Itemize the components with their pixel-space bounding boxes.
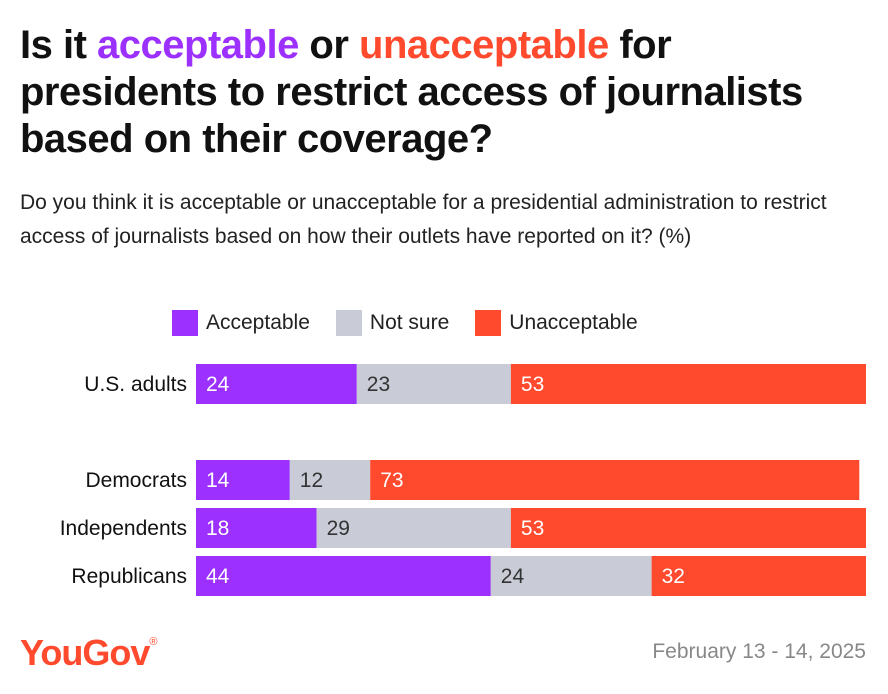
- bar-independents-acceptable: [196, 508, 317, 548]
- chart-title: Is it acceptable or unacceptable for pre…: [20, 23, 803, 161]
- bar-republicans-not-sure: [490, 556, 652, 596]
- survey-date: February 13 - 14, 2025: [652, 640, 866, 663]
- legend-label-unacceptable: Unacceptable: [509, 311, 638, 334]
- bar-independents-unacceptable: [510, 508, 866, 548]
- bar-u-s-adults-not-sure: [356, 364, 511, 404]
- bar-u-s-adults-acceptable: [196, 364, 357, 404]
- value-label-independents-acceptable: 18: [206, 517, 229, 540]
- legend-item-acceptable: Acceptable: [172, 310, 310, 336]
- category-label-republicans: Republicans: [71, 565, 187, 588]
- legend-label-not-sure: Not sure: [369, 311, 450, 334]
- value-label-u-s-adults-unacceptable: 53: [521, 373, 544, 396]
- value-label-republicans-not-sure: 24: [501, 565, 525, 588]
- title-acceptable-word: acceptable: [97, 23, 299, 67]
- value-label-democrats-acceptable: 14: [206, 469, 230, 492]
- chart-subtitle: Do you think it is acceptable or unaccep…: [20, 191, 827, 248]
- bar-democrats-unacceptable: [370, 460, 860, 500]
- title-unacceptable-word: unacceptable: [359, 23, 609, 67]
- category-label-independents: Independents: [60, 517, 187, 540]
- value-label-republicans-acceptable: 44: [206, 565, 230, 588]
- legend-swatch-not-sure: [335, 310, 362, 336]
- value-label-u-s-adults-acceptable: 24: [206, 373, 230, 396]
- legend-label-acceptable: Acceptable: [206, 311, 310, 334]
- bar-republicans-acceptable: [196, 556, 491, 596]
- legend: Acceptable Not sure Unacceptable: [172, 306, 664, 340]
- yougov-logo: YouGov®: [20, 632, 157, 673]
- legend-swatch-acceptable: [172, 310, 198, 336]
- legend-swatch-unacceptable: [475, 310, 502, 336]
- bar-democrats-not-sure: [289, 460, 371, 500]
- value-label-independents-unacceptable: 53: [521, 517, 544, 540]
- category-label-u-s-adults: U.S. adults: [84, 373, 187, 396]
- bar-republicans-unacceptable: [651, 556, 866, 596]
- bar-independents-not-sure: [316, 508, 511, 548]
- legend-item-unacceptable: Unacceptable: [475, 310, 638, 336]
- legend-item-not-sure: Not sure: [335, 310, 450, 336]
- value-label-u-s-adults-not-sure: 23: [367, 373, 390, 396]
- value-label-democrats-unacceptable: 73: [380, 469, 403, 492]
- bar-democrats-acceptable: [196, 460, 290, 500]
- category-label-democrats: Democrats: [85, 469, 187, 492]
- value-label-independents-not-sure: 29: [327, 517, 350, 540]
- bar-u-s-adults-unacceptable: [510, 364, 866, 404]
- value-label-republicans-unacceptable: 32: [662, 565, 685, 588]
- value-label-democrats-not-sure: 12: [300, 469, 323, 492]
